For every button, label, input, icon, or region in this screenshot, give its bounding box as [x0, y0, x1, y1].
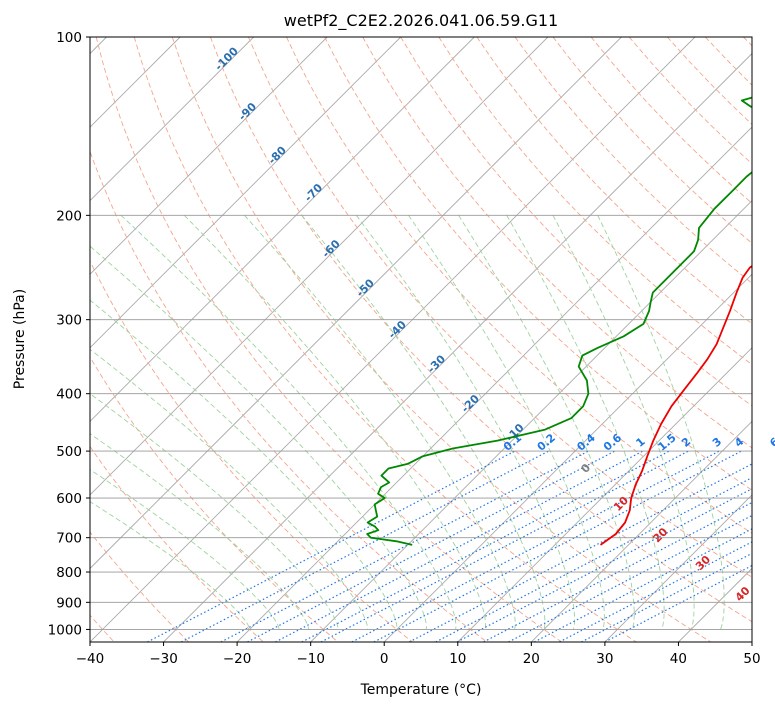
x-tick-label: 50	[743, 651, 760, 667]
y-tick-label: 600	[56, 491, 82, 507]
isotherm-line	[163, 52, 752, 642]
dry-adiabat-line	[90, 356, 339, 642]
mixing-ratio-line	[408, 463, 752, 642]
dry-adiabat-line	[171, 37, 712, 642]
x-tick-label: −40	[76, 651, 105, 667]
y-tick-label: 900	[56, 595, 82, 611]
y-tick-label: 400	[56, 387, 82, 403]
dry-adiabat-line	[438, 37, 752, 366]
mixing-ratio-line	[534, 528, 752, 642]
isotherm-line	[457, 347, 752, 642]
dry-adiabat-line	[90, 259, 413, 642]
mixing-ratio-line	[180, 450, 549, 642]
isotherm-line	[90, 37, 402, 349]
dry-adiabat-line	[247, 37, 752, 578]
mixing-ratio-line	[508, 514, 752, 642]
x-tick-label: 0	[380, 651, 389, 667]
y-axis-label: Pressure (hPa)	[12, 289, 28, 389]
x-tick-label: −10	[296, 651, 325, 667]
mixing-ratio-line	[220, 450, 589, 642]
dewpoint-profile-line	[366, 96, 752, 546]
background-lines	[90, 37, 752, 642]
x-tick-label: −30	[149, 651, 178, 667]
x-tick-label: 40	[670, 651, 687, 667]
dry-adiabat-line	[362, 37, 752, 449]
mixing-ratio-label: 6	[767, 435, 775, 450]
profile-lines	[366, 96, 752, 546]
x-tick-label: 20	[523, 651, 540, 667]
dry-adiabat-line	[90, 531, 190, 642]
moist-adiabat-line	[90, 299, 398, 630]
isotherm-line	[90, 37, 475, 422]
mixing-ratio-line	[247, 450, 616, 642]
dry-adiabat-line	[476, 37, 752, 325]
mixing-ratio-line	[320, 450, 689, 642]
moist-adiabat-line	[244, 215, 516, 630]
x-axis-label: Temperature (°C)	[360, 682, 482, 698]
mixing-ratio-line	[559, 541, 752, 642]
dry-adiabat-line	[209, 37, 752, 623]
y-tick-label: 700	[56, 531, 82, 547]
moist-adiabat-line	[355, 215, 576, 630]
dry-adiabat-line	[514, 37, 752, 284]
mixing-ratio-line	[435, 476, 752, 642]
isotherm-line	[90, 37, 696, 642]
mixing-ratio-line	[275, 450, 644, 642]
dry-adiabat-line	[90, 150, 488, 642]
y-tick-label: 300	[56, 313, 82, 329]
y-tick-label: 100	[56, 30, 82, 46]
pressure-gridlines	[90, 37, 752, 630]
y-tick-label: 200	[56, 208, 82, 224]
moist-adiabat-line	[458, 215, 635, 630]
isotherm-line	[383, 273, 752, 642]
mixing-ratio-line	[147, 450, 516, 642]
mixing-ratio-line	[373, 450, 742, 642]
dry-adiabat-line	[133, 37, 637, 642]
x-tick-label: −20	[223, 651, 252, 667]
y-tick-label: 800	[56, 565, 82, 581]
x-tick-label: 30	[596, 651, 613, 667]
y-tick-label: 500	[56, 444, 82, 460]
isotherm-line	[90, 37, 254, 202]
mixing-ratio-line	[483, 501, 752, 642]
mixing-ratio-line	[301, 450, 670, 642]
dry-adiabat-line	[90, 445, 264, 642]
dry-adiabat-line	[324, 37, 752, 491]
mixing-ratio-line	[604, 564, 752, 642]
mixing-ratio-line	[581, 552, 752, 642]
dry-adiabat-line	[400, 37, 752, 407]
isotherm-line	[90, 37, 328, 275]
isotherm-line	[90, 37, 622, 570]
dry-adiabat-line	[95, 37, 562, 642]
isotherm-line	[531, 420, 752, 642]
y-tick-label: 1000	[48, 622, 82, 638]
chart-title: wetPf2_C2E2.2026.041.06.59.G11	[284, 11, 558, 31]
plot-frame	[89, 36, 753, 643]
x-tick-label: 10	[449, 651, 466, 667]
mixing-ratio-line	[456, 488, 752, 642]
moist-adiabat-line	[408, 215, 605, 630]
temperature-profile-line	[599, 265, 752, 546]
moist-adiabat-line	[90, 393, 339, 630]
isotherm-line	[236, 126, 752, 642]
isotherm-line	[604, 494, 752, 642]
mixing-ratio-line	[351, 450, 720, 642]
isotherm-line	[90, 37, 549, 496]
